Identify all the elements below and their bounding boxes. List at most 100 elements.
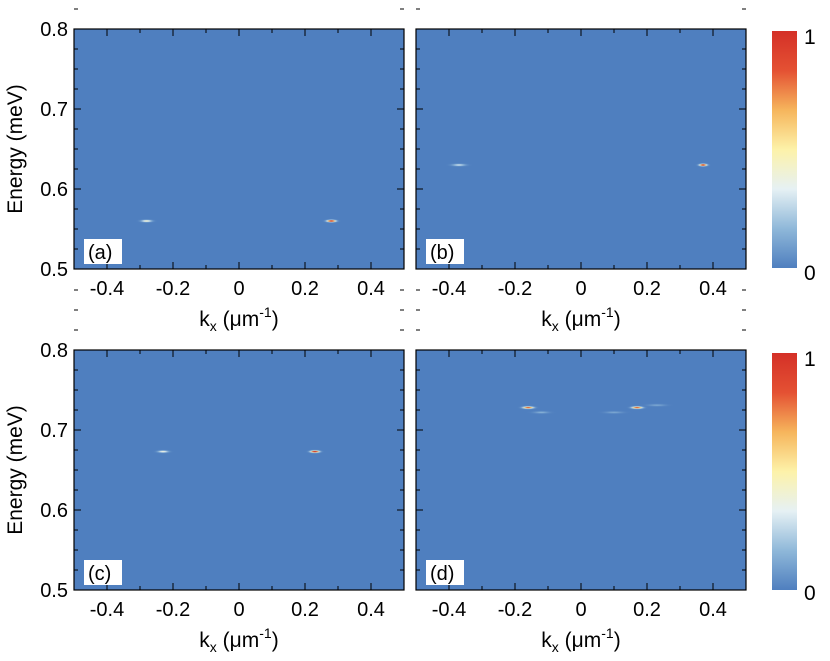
- panel-label: (a): [88, 242, 112, 264]
- heatmap-spots: [444, 162, 712, 168]
- x-axis-title-symbol: k: [199, 308, 210, 331]
- y-tick-label: 0.8: [40, 340, 68, 362]
- x-tick-label: 0.4: [357, 278, 385, 300]
- x-axis-title: kx (μm-1): [541, 625, 620, 655]
- x-axis-title-open: (: [559, 308, 572, 331]
- heatmap-spots: [135, 218, 342, 224]
- x-tick-label: 0.2: [633, 278, 661, 300]
- heatmap-background: [416, 350, 746, 590]
- y-tick-label: 0.6: [40, 179, 68, 201]
- y-tick-label: 0.5: [40, 580, 68, 602]
- x-tick-label: 0: [575, 599, 586, 621]
- colorbar-top: 1 0: [772, 26, 816, 285]
- heatmap-background: [74, 350, 404, 590]
- x-tick-label: -0.4: [90, 278, 124, 300]
- heatmap-spot: [524, 410, 558, 415]
- panel-label-box: [84, 239, 122, 264]
- y-axis-title: Energy (meV): [4, 84, 27, 214]
- heatmap-spot: [637, 402, 677, 408]
- x-tick-labels: -0.4 -0.2 0 0.2 0.4: [432, 278, 727, 300]
- plot-frame: [73, 349, 405, 591]
- colorbar-min-label: 0: [804, 582, 816, 605]
- colorbar-max-label: 1: [804, 348, 816, 371]
- x-axis-title-unit: m: [242, 308, 260, 331]
- y-tick-labels: 0.5 0.6 0.7 0.8: [40, 19, 68, 281]
- x-axis-title-open: (: [559, 629, 572, 652]
- heatmap-background: [416, 29, 746, 269]
- heatmap-spot: [321, 218, 342, 224]
- x-axis-title-subscript: x: [552, 639, 559, 655]
- x-axis-title: kx (μm-1): [541, 304, 620, 334]
- x-axis-title-symbol: k: [541, 308, 552, 331]
- x-tick-labels: -0.4 -0.2 0 0.2 0.4: [432, 599, 727, 621]
- x-tick-label: -0.4: [432, 278, 466, 300]
- x-axis-title: kx (μm-1): [199, 625, 278, 655]
- heatmap-spot: [305, 449, 325, 454]
- y-tick-labels: 0.5 0.6 0.7 0.8: [40, 340, 68, 602]
- x-tick-label: -0.2: [156, 599, 190, 621]
- x-tick-label: 0: [233, 599, 244, 621]
- panel-label-box: [426, 560, 464, 585]
- x-axis-title-close: ): [614, 308, 621, 331]
- y-tick-label: 0.7: [40, 99, 68, 121]
- x-axis-title-mu: μ: [572, 629, 584, 652]
- x-tick-labels: -0.4 -0.2 0 0.2 0.4: [90, 599, 385, 621]
- x-tick-label: 0.4: [699, 278, 727, 300]
- x-axis-title: kx (μm-1): [199, 304, 278, 334]
- x-tick-label: 0.4: [699, 599, 727, 621]
- x-tick-label: 0: [233, 278, 244, 300]
- x-tick-label: 0.4: [357, 599, 385, 621]
- colorbar-max-label: 1: [804, 26, 816, 49]
- colorbar-gradient: [772, 31, 797, 268]
- x-tick-label: -0.4: [90, 599, 124, 621]
- heatmap-spots: [516, 402, 677, 415]
- x-axis-title-exponent: -1: [259, 625, 272, 641]
- y-tick-label: 0.8: [40, 19, 68, 41]
- x-axis-title-close: ): [272, 629, 279, 652]
- panel-d: -0.4 -0.2 0 0.2 0.4 (d) kx (μm-1): [415, 289, 747, 655]
- x-axis-title-exponent: -1: [259, 304, 272, 320]
- heatmap-spot: [151, 449, 175, 454]
- plot-frame: [415, 349, 747, 591]
- panel-label: (b): [430, 242, 454, 264]
- plot-frame: [415, 28, 747, 270]
- colorbar-bottom: 1 0: [772, 348, 816, 605]
- x-axis-title-subscript: x: [210, 639, 217, 655]
- x-tick-label: -0.2: [498, 278, 532, 300]
- colorbar-min-label: 0: [804, 262, 816, 285]
- heatmap-spot: [135, 218, 159, 224]
- x-tick-label: 0.2: [291, 599, 319, 621]
- x-axis-title-exponent: -1: [601, 625, 614, 641]
- y-tick-label: 0.6: [40, 500, 68, 522]
- x-tick-labels: -0.4 -0.2 0 0.2 0.4: [90, 278, 385, 300]
- x-axis-title-unit: m: [584, 308, 602, 331]
- x-axis-title-symbol: k: [541, 629, 552, 652]
- x-axis-title-open: (: [217, 308, 230, 331]
- heatmap-spot: [594, 410, 634, 415]
- x-axis-title-exponent: -1: [601, 304, 614, 320]
- heatmap-spot: [694, 162, 712, 168]
- y-tick-label: 0.5: [40, 259, 68, 281]
- x-tick-label: -0.4: [432, 599, 466, 621]
- y-tick-label: 0.7: [40, 420, 68, 442]
- heatmap-spots: [151, 449, 325, 454]
- panel-label: (d): [430, 563, 454, 585]
- x-axis-title-subscript: x: [210, 318, 217, 334]
- x-axis-title-mu: μ: [230, 308, 242, 331]
- x-tick-label: 0.2: [633, 599, 661, 621]
- panel-c: -0.4 -0.2 0 0.2 0.4 0.50.60.70.8 (c) kx (μm-…: [4, 289, 405, 655]
- heatmap-spot: [444, 162, 474, 168]
- heatmap-background: [74, 29, 404, 269]
- x-axis-title-mu: μ: [230, 629, 242, 652]
- x-axis-title-subscript: x: [552, 318, 559, 334]
- x-axis-title-close: ): [272, 308, 279, 331]
- x-axis-title-mu: μ: [572, 308, 584, 331]
- panel-a: -0.4 -0.2 0 0.2 0.4 0.50.60.70.8 (a) kx (μm-…: [4, 8, 405, 334]
- panel-b: -0.4 -0.2 0 0.2 0.4 (b) kx (μm-1): [415, 8, 747, 334]
- x-axis-title-close: ): [614, 629, 621, 652]
- x-axis-title-unit: m: [242, 629, 260, 652]
- x-tick-label: -0.2: [498, 599, 532, 621]
- plot-frame: [73, 28, 405, 270]
- x-axis-title-unit: m: [584, 629, 602, 652]
